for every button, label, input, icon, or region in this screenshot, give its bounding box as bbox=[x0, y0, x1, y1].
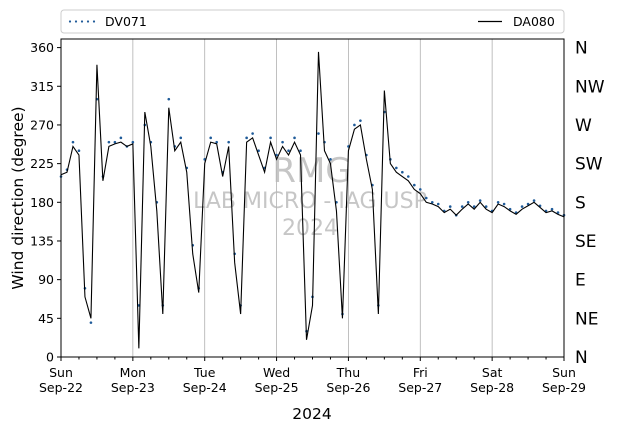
cardinal-label: E bbox=[575, 271, 586, 291]
dv071-point bbox=[478, 199, 482, 202]
dv071-point bbox=[395, 166, 398, 170]
y-tick-label: 315 bbox=[30, 79, 54, 94]
legend: DV071 DA080 bbox=[60, 9, 565, 34]
watermark-line3: 2024 bbox=[282, 216, 338, 241]
cardinal-label: N bbox=[575, 348, 588, 368]
x-axis-title: 2024 bbox=[292, 405, 331, 423]
series-da080-line bbox=[60, 51, 565, 349]
x-tick-day: Sun bbox=[49, 365, 73, 380]
legend-frame bbox=[60, 9, 565, 34]
x-tick-date: Sep-23 bbox=[111, 380, 155, 395]
x-tick-date: Sep-28 bbox=[470, 380, 514, 395]
dv071-point bbox=[251, 132, 254, 135]
dv071-point bbox=[502, 202, 506, 206]
dv071-point bbox=[526, 202, 530, 206]
x-tick-day: Sat bbox=[482, 365, 503, 380]
dv071-point bbox=[532, 199, 536, 202]
dv071-point bbox=[113, 140, 117, 144]
dv071-point bbox=[556, 211, 560, 214]
dv071-point bbox=[89, 321, 93, 324]
dv071-point bbox=[401, 170, 404, 174]
x-tick-day: Sun bbox=[552, 365, 576, 380]
dv071-point bbox=[131, 140, 135, 144]
cardinal-label: N bbox=[575, 39, 588, 59]
cardinal-label: SE bbox=[575, 232, 597, 252]
dv071-point bbox=[167, 97, 171, 101]
x-tick-date: Sep-24 bbox=[183, 380, 227, 395]
dv071-point bbox=[107, 140, 111, 144]
x-tick-date: Sep-27 bbox=[398, 380, 442, 395]
y-tick-label: 360 bbox=[30, 40, 54, 55]
legend-label-da080: DA080 bbox=[513, 14, 555, 29]
dv071-point bbox=[484, 205, 488, 208]
dv071-point bbox=[281, 140, 284, 144]
dv071-point bbox=[550, 207, 554, 211]
legend-label-dv071: DV071 bbox=[105, 14, 147, 29]
x-tick-day: Fri bbox=[413, 365, 428, 380]
x-tick-day: Wed bbox=[263, 365, 290, 380]
dv071-point bbox=[209, 136, 212, 140]
dv071-point bbox=[460, 205, 464, 208]
x-tick-date: Sep-25 bbox=[255, 380, 299, 395]
dv071-point bbox=[472, 205, 476, 208]
dv071-point bbox=[299, 149, 302, 153]
cardinal-label: NE bbox=[575, 309, 598, 329]
dv071-point bbox=[413, 183, 416, 187]
cardinal-label: W bbox=[575, 116, 592, 136]
dv071-point bbox=[407, 175, 410, 178]
watermark-line1: RMG bbox=[272, 151, 351, 191]
x-tick-day: Tue bbox=[193, 365, 216, 380]
dv071-point bbox=[466, 201, 470, 204]
dv071-point bbox=[287, 149, 290, 153]
dv071-point bbox=[418, 188, 422, 191]
dv071-point bbox=[329, 158, 332, 161]
dv071-point bbox=[293, 136, 296, 140]
cardinal-direction-labels: N NE E SE S SW W NW N bbox=[575, 39, 605, 368]
dv071-point bbox=[436, 202, 440, 206]
y-axis-ticks: 0 45 90 135 180 225 270 315 360 bbox=[30, 40, 61, 365]
dv071-point bbox=[215, 140, 218, 144]
series-dv071 bbox=[59, 97, 566, 333]
y-tick-label: 0 bbox=[46, 350, 54, 365]
dv071-point bbox=[179, 136, 183, 140]
y-tick-label: 225 bbox=[30, 156, 54, 171]
x-tick-date: Sep-22 bbox=[39, 380, 83, 395]
x-tick-day: Thu bbox=[336, 365, 360, 380]
cardinal-label: NW bbox=[575, 77, 605, 97]
dv071-point bbox=[119, 136, 123, 140]
y-tick-label: 270 bbox=[30, 117, 54, 132]
day-gridlines bbox=[132, 39, 493, 357]
y-tick-label: 180 bbox=[30, 195, 54, 210]
legend-marker-dv071 bbox=[68, 20, 96, 23]
cardinal-label: S bbox=[575, 193, 586, 213]
dv071-point bbox=[317, 132, 320, 135]
watermark: RMG LAB MICRO - IAG USP 2024 bbox=[193, 151, 427, 241]
dv071-point bbox=[359, 119, 362, 122]
x-tick-date: Sep-29 bbox=[542, 380, 586, 395]
dv071-point bbox=[257, 149, 260, 153]
dv071-point bbox=[448, 205, 452, 208]
dv071-point bbox=[269, 136, 272, 140]
y-axis-title: Wind direction (degree) bbox=[9, 106, 27, 289]
y-tick-label: 135 bbox=[30, 233, 54, 248]
dv071-point bbox=[77, 149, 81, 153]
x-tick-date: Sep-26 bbox=[326, 380, 370, 395]
x-axis-ticks: SunSep-22MonSep-23TueSep-24WedSep-25ThuS… bbox=[39, 357, 586, 395]
watermark-line2: LAB MICRO - IAG USP bbox=[193, 189, 427, 214]
cardinal-label: SW bbox=[575, 155, 603, 175]
dv071-point bbox=[430, 201, 434, 204]
x-tick-day: Mon bbox=[120, 365, 146, 380]
dv071-point bbox=[275, 153, 278, 157]
dv071-point bbox=[245, 136, 248, 140]
y-tick-label: 45 bbox=[38, 311, 54, 326]
dv071-point bbox=[227, 140, 230, 144]
dv071-point bbox=[496, 201, 500, 204]
y-tick-label: 90 bbox=[38, 272, 54, 287]
dv071-point bbox=[520, 205, 524, 208]
dv071-point bbox=[71, 140, 75, 144]
dv071-point bbox=[353, 123, 356, 127]
dv071-point bbox=[424, 196, 428, 200]
